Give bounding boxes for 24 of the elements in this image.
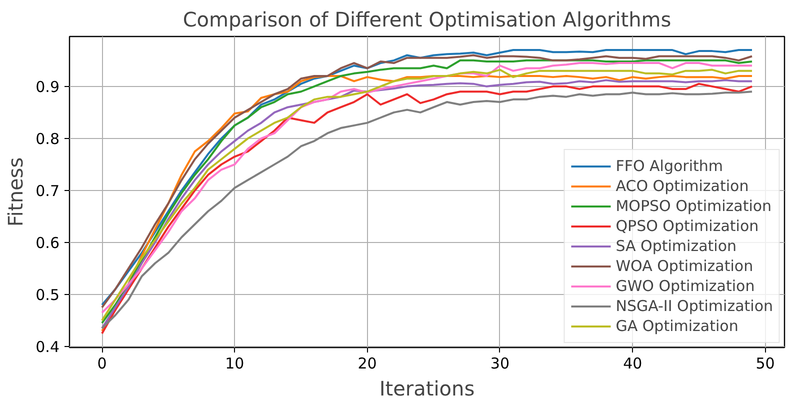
y-tick-label: 0.9	[36, 78, 60, 96]
legend-label: GA Optimization	[616, 317, 738, 335]
x-tick-label: 0	[97, 354, 107, 372]
legend-label: QPSO Optimization	[616, 217, 759, 235]
legend-label: FFO Algorithm	[616, 157, 724, 175]
y-tick-label: 0.4	[36, 338, 60, 356]
x-tick-label: 10	[225, 354, 244, 372]
chart-title: Comparison of Different Optimisation Algorithms	[182, 8, 672, 32]
legend-label: GWO Optimization	[616, 277, 755, 295]
legend-label: SA Optimization	[616, 237, 737, 255]
legend-label: ACO Optimization	[616, 177, 749, 195]
x-tick-label: 50	[756, 354, 775, 372]
y-tick-label: 0.7	[36, 182, 60, 200]
y-axis-title: Fitness	[4, 157, 28, 227]
legend-label: NSGA-II Optimization	[616, 297, 773, 315]
y-tick-label: 0.5	[36, 286, 60, 304]
x-tick-label: 30	[490, 354, 510, 372]
y-tick-label: 0.6	[36, 234, 60, 252]
y-tick-label: 0.8	[36, 130, 60, 148]
legend-label: WOA Optimization	[616, 257, 754, 275]
x-tick-label: 20	[358, 354, 377, 372]
x-axis-title: Iterations	[379, 376, 475, 400]
x-tick-label: 40	[623, 354, 642, 372]
legend-label: MOPSO Optimization	[616, 197, 772, 215]
